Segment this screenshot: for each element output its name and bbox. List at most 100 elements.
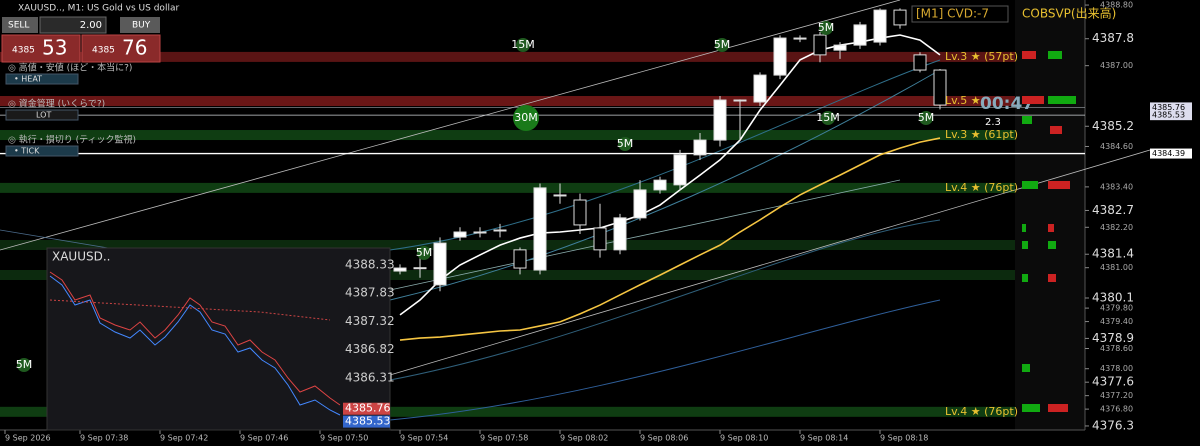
tf-label: 15M xyxy=(511,38,535,51)
x-tick-label: 9 Sep 08:18 xyxy=(880,434,928,443)
candle-body xyxy=(433,242,447,286)
price-small[interactable]: 53 xyxy=(42,36,67,60)
tf-marker xyxy=(919,111,933,125)
mini-price-bg xyxy=(343,402,390,415)
level-band xyxy=(0,182,1015,193)
mini-y-tick: 4388.33 xyxy=(345,257,395,271)
x-tick-label: 9 Sep 08:06 xyxy=(640,434,688,443)
trendline xyxy=(0,0,901,251)
tf-label: 15M xyxy=(816,111,840,124)
y-tick-label: 4382.20 xyxy=(1100,223,1133,232)
mini-y-tick: 4386.82 xyxy=(345,342,395,356)
spread: 2.3 xyxy=(985,117,1001,128)
candle-body xyxy=(753,74,767,103)
price-label: 4384.39 xyxy=(1152,149,1185,158)
candle-body xyxy=(693,139,707,156)
price-label-bg xyxy=(1150,148,1192,159)
volume-bar xyxy=(1022,51,1036,59)
candle-body xyxy=(813,34,827,56)
volume-bar xyxy=(1022,274,1028,282)
candle-body xyxy=(393,267,407,272)
x-tick-label: 9 Sep 07:54 xyxy=(400,434,448,443)
y-tick-label: 4376.3 xyxy=(1092,418,1134,432)
lot-value[interactable]: 2.00 xyxy=(80,20,102,31)
level-band xyxy=(0,51,1015,62)
candle-body xyxy=(933,69,947,106)
x-tick-label: 9 Sep 07:46 xyxy=(240,434,288,443)
volume-bar xyxy=(1048,96,1076,104)
tf-marker xyxy=(715,38,729,52)
x-tick-label: 9 Sep 07:50 xyxy=(320,434,368,443)
candle-body xyxy=(853,24,867,46)
menu-button-label[interactable]: • TICK xyxy=(14,147,40,156)
volume-bar xyxy=(1048,404,1068,412)
mini-y-tick: 4386.31 xyxy=(345,370,395,384)
level-band xyxy=(0,406,1015,417)
volume-bar xyxy=(1048,224,1054,232)
mini-price-bg xyxy=(343,415,390,428)
candle-body xyxy=(653,179,667,191)
tf-marker xyxy=(821,111,835,125)
price-box[interactable] xyxy=(1,34,81,63)
y-tick-label: 4380.1 xyxy=(1092,291,1134,305)
x-tick-label: 9 Sep 07:38 xyxy=(80,434,128,443)
level-label: Lv.4 ★ (76pt) xyxy=(945,405,1018,418)
sell-label[interactable]: SELL xyxy=(8,21,29,31)
moving-average xyxy=(399,137,941,341)
sell-button[interactable] xyxy=(2,17,38,33)
candle-body xyxy=(713,99,727,141)
band-line xyxy=(389,299,941,421)
mini-y-tick: 4387.32 xyxy=(345,314,395,328)
lot-input[interactable] xyxy=(39,16,107,34)
candle-body xyxy=(413,267,427,270)
x-tick-label: 9 Sep 08:10 xyxy=(720,434,768,443)
buy-label[interactable]: BUY xyxy=(132,21,151,31)
trendline xyxy=(389,179,901,291)
tf-marker xyxy=(17,358,31,372)
candle-body xyxy=(773,37,787,76)
volume-bar xyxy=(1022,116,1032,124)
volume-bar xyxy=(1048,241,1056,249)
tf-label: 5M xyxy=(617,137,634,150)
x-tick-label: 9 Sep 07:58 xyxy=(480,434,528,443)
price-big[interactable]: 4385 xyxy=(92,46,115,56)
level-label: Lv.3 ★ (57pt) xyxy=(945,50,1018,63)
menu-button-label[interactable]: LOT xyxy=(36,111,51,120)
trade-panel: XAUUSD.., M1: US Gold vs US dollar SELL 2.… xyxy=(1,4,179,157)
level-label: Lv.3 ★ (61pt) xyxy=(945,128,1018,141)
cobsvp-title: COBSVP(出来高) xyxy=(1022,6,1116,21)
cobsvp-panel xyxy=(1015,0,1085,430)
x-tick-label: 9 Sep 08:14 xyxy=(800,434,848,443)
buy-button[interactable] xyxy=(120,17,160,33)
zone xyxy=(0,240,1015,250)
menu-button[interactable] xyxy=(5,109,79,121)
y-tick-label: 4387.00 xyxy=(1100,61,1133,70)
candle-body xyxy=(493,229,507,232)
y-tick-label: 4377.20 xyxy=(1100,391,1133,400)
price-box[interactable] xyxy=(81,34,161,63)
x-tick-label: 9 Sep 2026 xyxy=(5,434,51,443)
price-small[interactable]: 76 xyxy=(122,36,147,60)
volume-bar xyxy=(1048,51,1062,59)
x-tick-label: 9 Sep 07:42 xyxy=(160,434,208,443)
menu-button[interactable] xyxy=(5,73,79,85)
mini-bg xyxy=(46,247,391,431)
tf-marker xyxy=(417,246,431,260)
tf-label: 5M xyxy=(16,358,33,371)
tf-marker xyxy=(513,105,539,131)
volume-bar xyxy=(1022,241,1028,249)
menu-button[interactable] xyxy=(5,145,79,157)
price-big[interactable]: 4385 xyxy=(12,46,35,56)
y-tick-label: 4382.7 xyxy=(1092,203,1134,217)
tf-label: 5M xyxy=(918,111,935,124)
price-label: 4385.53 xyxy=(1152,111,1185,120)
cvd-box xyxy=(911,5,1009,23)
tf-label: 5M xyxy=(818,21,835,34)
candle-body xyxy=(513,249,527,269)
y-tick-label: 4378.9 xyxy=(1092,331,1134,345)
menu-button-label[interactable]: • HEAT xyxy=(14,75,42,84)
volume-bar xyxy=(1022,96,1044,104)
candle-body xyxy=(533,187,547,271)
level-band xyxy=(0,130,1015,141)
